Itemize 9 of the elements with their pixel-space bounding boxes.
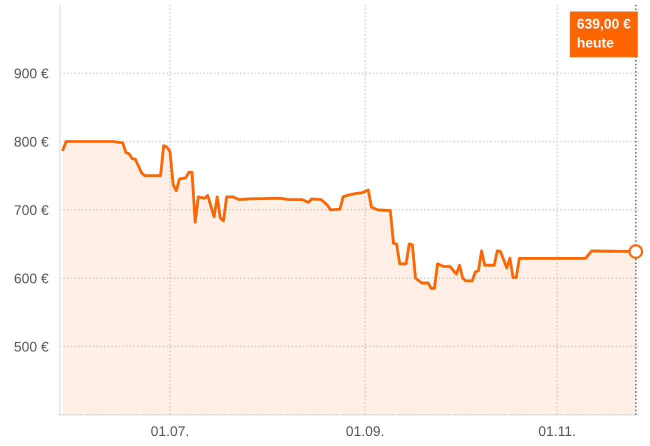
y-tick-label: 600 €: [14, 273, 48, 284]
y-tick-label: 900 €: [14, 68, 48, 78]
annotation: 639,00 € heute: [577, 18, 631, 48]
x-tick-label: 01.09.: [346, 426, 384, 436]
y-tick-label: 800 €: [14, 136, 48, 147]
x-tick-label: 01.11.: [538, 426, 575, 436]
y-tick-label: 700 €: [14, 205, 48, 216]
x-tick-label: 01.07.: [151, 426, 188, 436]
y-tick-label: 500 €: [14, 342, 48, 352]
